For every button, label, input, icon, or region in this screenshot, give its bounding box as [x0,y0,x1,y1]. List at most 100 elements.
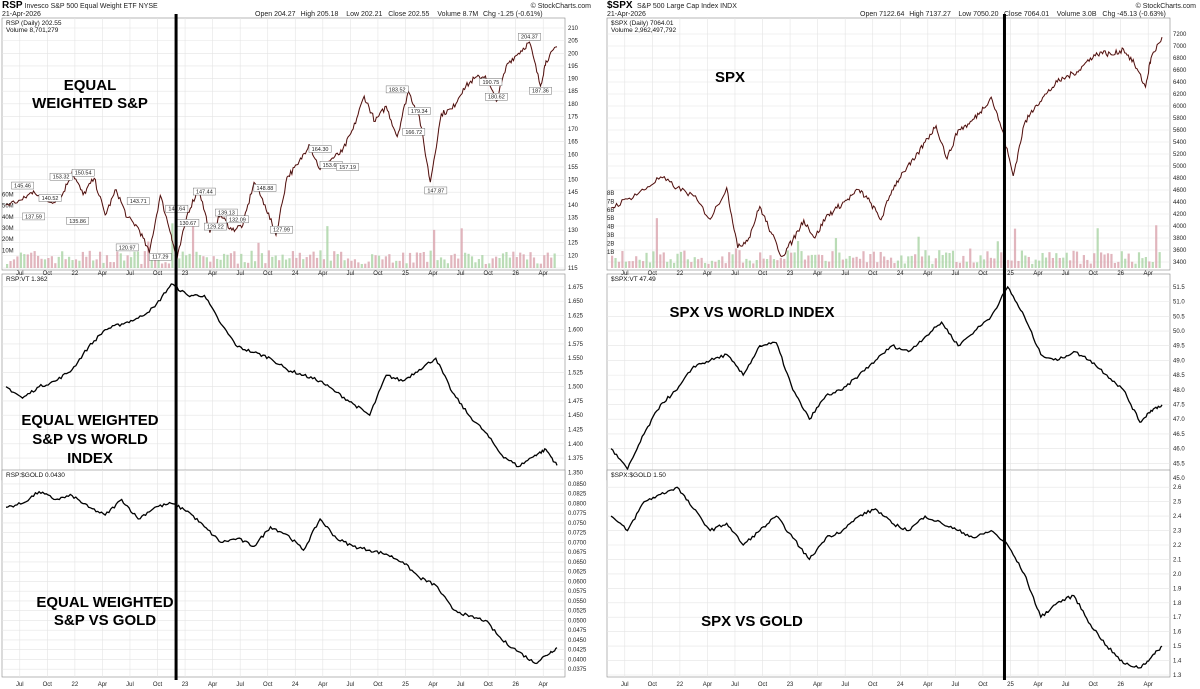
vol-tick-rsp-2: 40M [2,215,14,221]
y-tick-rsp-vt-2: 1.625 [568,313,584,319]
panel-label-rsp-price-0: EQUAL [64,77,117,94]
x-tick-spx-1-15: Apr [1033,682,1042,688]
volume-bar-rsp-76 [267,250,270,268]
annotation-box-rsp-12 [204,222,227,231]
y-tick-spx-vt-3: 50.0 [1173,329,1185,335]
volume-bar-rsp-87 [305,257,308,268]
price-line-spx [610,37,1163,257]
volume-bar-spx-2 [617,261,621,268]
x-tick-spx-1-17: Oct [1088,682,1098,688]
y-tick-spx-vt-12: 45.5 [1173,461,1185,467]
volume-bar-spx-122 [1031,263,1034,268]
volume-bar-rsp-150 [522,254,525,268]
y-tick-rsp-vt-13: 1.350 [568,470,584,476]
vol-tick-rsp-0: 60M [2,192,14,198]
volume-bar-spx-8 [638,259,641,268]
volume-bar-rsp-1 [9,261,12,268]
x-tick-spx-1-13: Oct [978,682,988,688]
x-tick-spx-0-16: Jul [1062,271,1070,277]
volume-bar-spx-82 [893,263,896,268]
y-tick-rsp-gold-3: 0.0775 [568,511,587,517]
annotation-box-rsp-4 [71,169,95,177]
volume-bar-rsp-13 [50,256,53,268]
vol-tick-spx-0: 8B [607,191,614,197]
volume-bar-spx-29 [710,260,714,268]
x-tick-spx-1-16: Jul [1062,682,1070,688]
header-stat-spx-5: Chg -45.13 (-0.63%) [1102,11,1165,18]
volume-bar-rsp-138 [481,255,484,268]
volume-bar-spx-35 [731,254,734,268]
y-tick-spx-vt-4: 49.5 [1173,344,1185,350]
panel-label-rsp-vt-2: INDEX [67,450,113,467]
volume-bar-spx-51 [786,250,789,268]
x-tick-rsp-1-13: Oct [373,682,383,688]
volume-bar-spx-112 [996,241,999,268]
vol-tick-spx-5: 3B [607,233,614,239]
volume-bar-spx-132 [1065,252,1068,268]
header-name-rsp: Invesco S&P 500 Equal Weight ETF NYSE [25,3,159,10]
volume-bar-rsp-143 [498,258,501,268]
volume-bar-rsp-55 [195,251,198,268]
volume-bar-rsp-27 [98,251,102,268]
volume-bar-spx-59 [814,254,817,268]
legend-rsp-gold: RSP:$GOLD 0.0430 [6,472,65,479]
volume-bar-spx-3 [621,251,624,268]
volume-bar-rsp-14 [54,263,57,268]
y-tick-rsp-price-15: 135 [568,215,579,221]
volume-bar-rsp-18 [67,256,71,268]
y-tick-rsp-gold-15: 0.0475 [568,628,587,634]
volume-bar-rsp-5 [23,254,26,268]
vol-tick-spx-7: 1B [607,250,614,256]
y-tick-spx-gold-4: 2.2 [1173,543,1182,549]
y-tick-spx-gold-3: 2.3 [1173,529,1182,535]
annotation-box-rsp-20 [385,85,409,94]
volume-bar-spx-143 [1103,254,1106,268]
x-tick-rsp-1-18: 26 [512,682,519,688]
x-tick-spx-1-2: 22 [677,682,684,688]
x-tick-spx-1-4: Jul [731,682,739,688]
volume-bar-spx-97 [945,252,948,268]
annotation-rsp-25: 190.75 [482,80,499,86]
y-tick-spx-gold-10: 1.6 [1173,630,1182,636]
volume-bar-rsp-137 [477,259,480,268]
volume-bar-rsp-113 [395,260,398,268]
volume-bar-spx-79 [883,256,886,268]
vol-tick-spx-6: 2B [607,241,614,247]
y-tick-rsp-gold-12: 0.0550 [568,599,587,605]
volume-bar-rsp-139 [484,263,487,268]
annotation-rsp-27: 187.36 [532,89,549,95]
volume-bar-rsp-19 [71,260,74,268]
volume-bar-rsp-72 [253,261,257,268]
volume-bar-spx-136 [1079,263,1082,268]
x-tick-spx-0-7: Apr [813,271,822,277]
volume-bar-rsp-148 [515,257,518,268]
vol-tick-spx-2: 6B [607,208,614,214]
y-tick-spx-price-1: 7000 [1173,44,1187,50]
y-tick-spx-vt-8: 47.5 [1173,403,1185,409]
volume-bar-rsp-53 [188,253,191,268]
volume-bar-rsp-0 [6,263,9,268]
x-tick-rsp-0-14: 25 [402,271,409,277]
volume-bar-rsp-124 [433,229,436,268]
volume-bar-spx-1 [614,258,617,268]
volume-bar-rsp-6 [26,254,29,268]
volume-bar-rsp-45 [160,263,164,268]
volume-bar-spx-9 [641,261,645,268]
x-tick-rsp-0-8: Jul [236,271,244,277]
x-tick-spx-0-4: Jul [731,271,739,277]
y-tick-rsp-price-7: 175 [568,114,579,120]
y-tick-spx-price-19: 3400 [1173,260,1187,266]
annotation-rsp-13: 139.13 [218,211,235,217]
y-tick-spx-price-16: 4000 [1173,224,1187,230]
y-tick-rsp-price-8: 170 [568,127,579,133]
y-tick-rsp-price-17: 125 [568,241,579,247]
volume-bar-rsp-9 [36,255,40,268]
x-tick-spx-1-1: Oct [648,682,658,688]
x-tick-spx-0-1: Oct [648,271,658,277]
volume-bar-rsp-96 [336,254,339,268]
volume-bar-spx-64 [831,251,834,268]
y-tick-rsp-vt-3: 1.600 [568,328,584,334]
volume-bar-rsp-121 [422,251,425,268]
y-tick-rsp-price-1: 205 [568,39,579,45]
volume-bar-rsp-108 [377,255,381,268]
